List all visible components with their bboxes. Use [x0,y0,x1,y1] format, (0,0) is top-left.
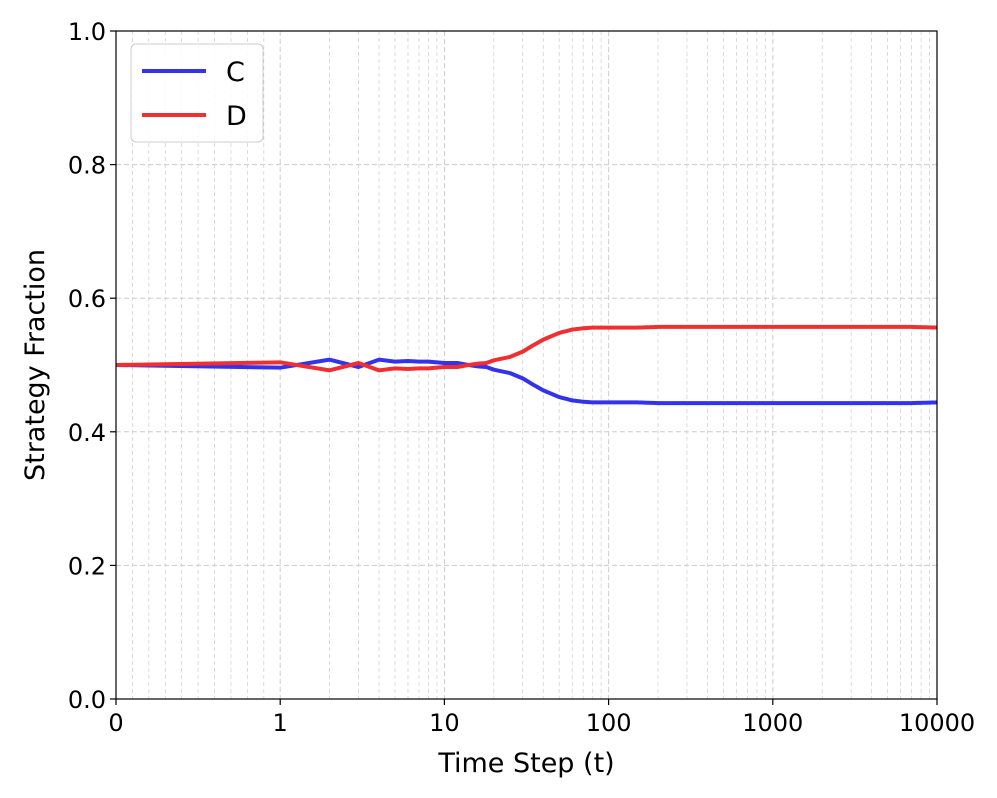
legend: CD [130,43,264,143]
y-tick-label: 0.0 [68,686,106,714]
series-lines [115,324,938,406]
y-axis-title: Strategy Fraction [20,249,51,481]
x-tick-label: 10000 [899,709,975,737]
series-line-D [115,324,938,373]
y-tick-label: 0.8 [68,152,106,180]
x-tick-label: 10 [429,709,460,737]
legend-label-D: D [226,101,247,132]
x-tick-label: 1000 [742,709,803,737]
axis-ticks: 0 1 10 100 1000 10000 0.0 0.2 0.4 0.6 0.8 1.0 [68,18,975,737]
plot-frame [115,30,938,700]
y-tick-label: 0.6 [68,285,106,313]
series-line-C [115,357,938,406]
x-tick-label: 0 [108,709,123,737]
x-tick-label: 100 [586,709,632,737]
y-tick-label: 0.4 [68,419,106,447]
legend-label-C: C [226,57,245,88]
legend-box [130,43,264,143]
x-axis-title: Time Step (t) [437,748,614,779]
y-tick-label: 1.0 [68,18,106,46]
y-tick-label: 0.2 [68,552,106,580]
x-tick-label: 1 [273,709,288,737]
